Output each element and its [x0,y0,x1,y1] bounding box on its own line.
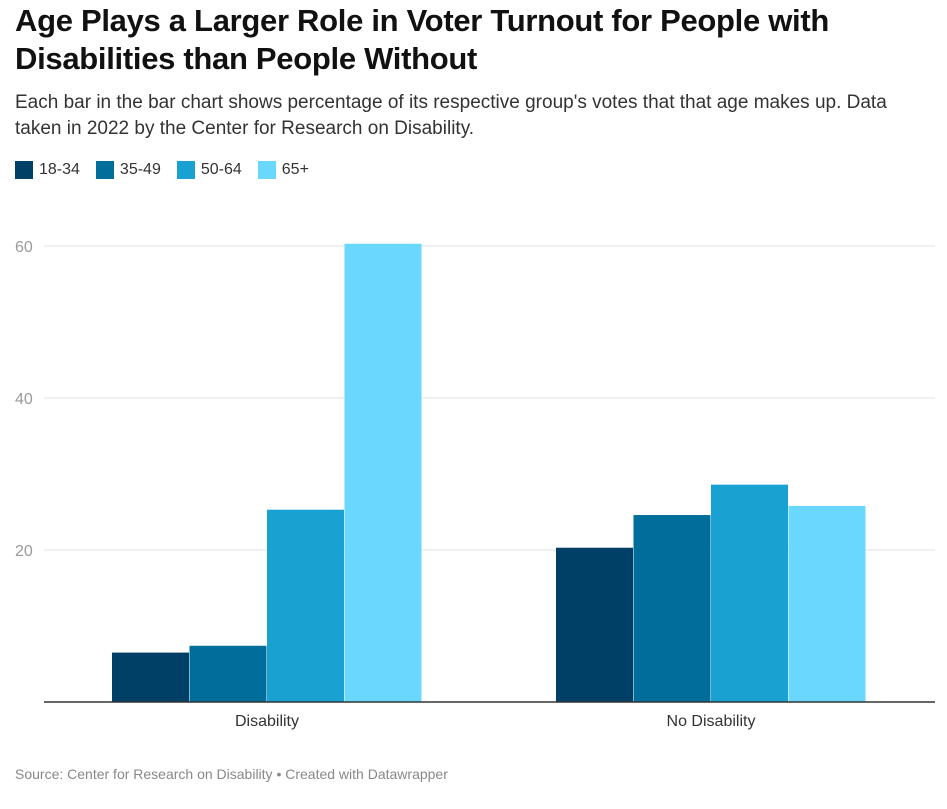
bar-no-disability-35-49 [633,515,711,702]
y-tick-label: 60 [15,239,33,256]
legend-item-35-49: 35-49 [95,161,161,179]
legend-label: 50-64 [200,161,242,178]
bar-disability-65+ [344,243,422,702]
legend-label: 65+ [281,161,309,178]
legend-label: 18-34 [39,161,80,178]
x-category-label: No Disability [667,713,756,730]
bar-no-disability-65+ [788,505,866,702]
chart-title: Age Plays a Larger Role in Voter Turnout… [15,3,830,76]
legend-swatch [15,161,33,179]
bar-no-disability-18-34 [556,547,633,702]
x-category-label: Disability [235,713,299,730]
bar-disability-35-49 [189,645,267,702]
legend-label: 35-49 [119,161,161,178]
legend-swatch [257,161,276,179]
source-note: Source: Center for Research on Disabilit… [15,766,448,782]
chart-subtitle: Each bar in the bar chart shows percenta… [15,92,887,139]
bar-disability-50-64 [267,509,344,702]
legend-item-18-34: 18-34 [15,161,80,179]
legend-swatch [176,161,195,179]
bar-chart: 20 40 60 Disability No Disability [15,239,935,730]
legend-item-50-64: 50-64 [176,161,242,179]
y-tick-label: 20 [15,543,33,560]
legend-item-65+: 65+ [257,161,309,179]
bar-disability-18-34 [112,652,189,702]
legend: 18-34 35-49 50-64 65+ [15,158,325,182]
legend-swatch [95,161,114,179]
y-tick-label: 40 [15,391,33,408]
bar-no-disability-50-64 [711,484,788,702]
